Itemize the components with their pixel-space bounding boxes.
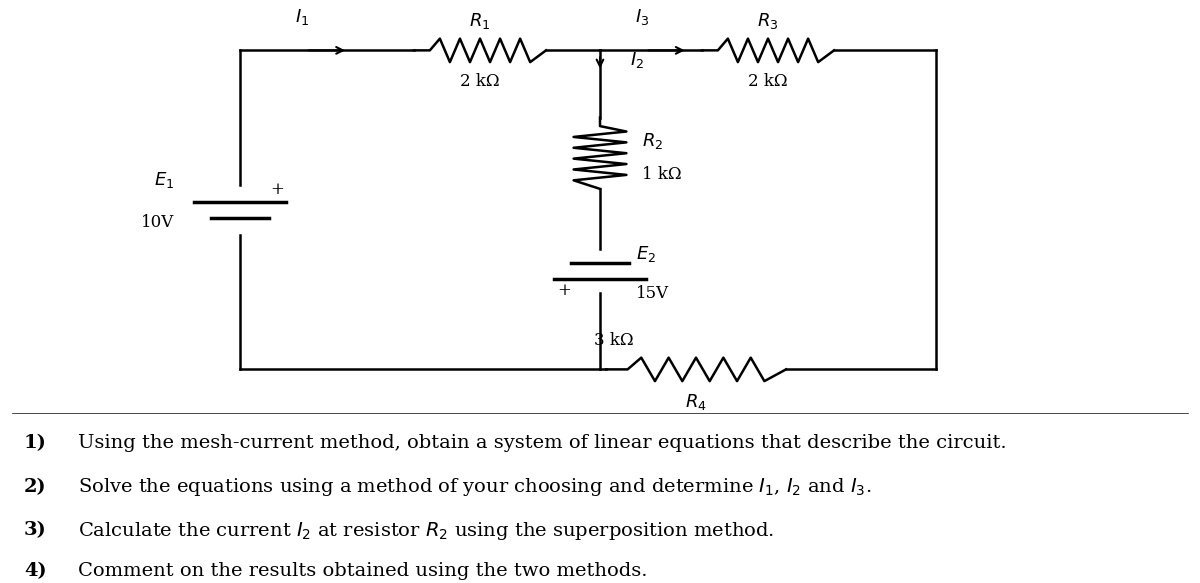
- Text: Solve the equations using a method of your choosing and determine $\boldsymbol{I: Solve the equations using a method of yo…: [78, 476, 871, 498]
- Text: 1 kΩ: 1 kΩ: [642, 166, 682, 182]
- Text: $I_1$: $I_1$: [295, 7, 310, 27]
- Text: 3): 3): [24, 522, 47, 539]
- Text: Calculate the current $\boldsymbol{I_2}$ at resistor $\boldsymbol{R_2}$ using th: Calculate the current $\boldsymbol{I_2}$…: [78, 519, 774, 542]
- Text: $I_3$: $I_3$: [635, 7, 649, 27]
- Text: 3 kΩ: 3 kΩ: [594, 332, 634, 349]
- Text: 4): 4): [24, 562, 47, 580]
- Text: +: +: [557, 282, 571, 300]
- Text: 15V: 15V: [636, 285, 670, 303]
- Text: 2): 2): [24, 478, 47, 496]
- Text: Using the mesh-current method, obtain a system of linear equations that describe: Using the mesh-current method, obtain a …: [78, 434, 1007, 452]
- Text: 10V: 10V: [140, 214, 174, 231]
- Text: $R_3$: $R_3$: [757, 12, 779, 31]
- Text: $I_2$: $I_2$: [630, 50, 644, 69]
- Text: $R_2$: $R_2$: [642, 131, 664, 150]
- Text: 1): 1): [24, 434, 47, 452]
- Text: 2 kΩ: 2 kΩ: [748, 73, 788, 90]
- Text: 2 kΩ: 2 kΩ: [460, 73, 500, 90]
- Text: +: +: [270, 181, 284, 198]
- Text: $R_4$: $R_4$: [685, 392, 707, 413]
- Text: Comment on the results obtained using the two methods.: Comment on the results obtained using th…: [78, 562, 648, 580]
- Text: $R_1$: $R_1$: [469, 12, 491, 31]
- Text: $E_1$: $E_1$: [154, 170, 174, 191]
- Text: $E_2$: $E_2$: [636, 244, 656, 264]
